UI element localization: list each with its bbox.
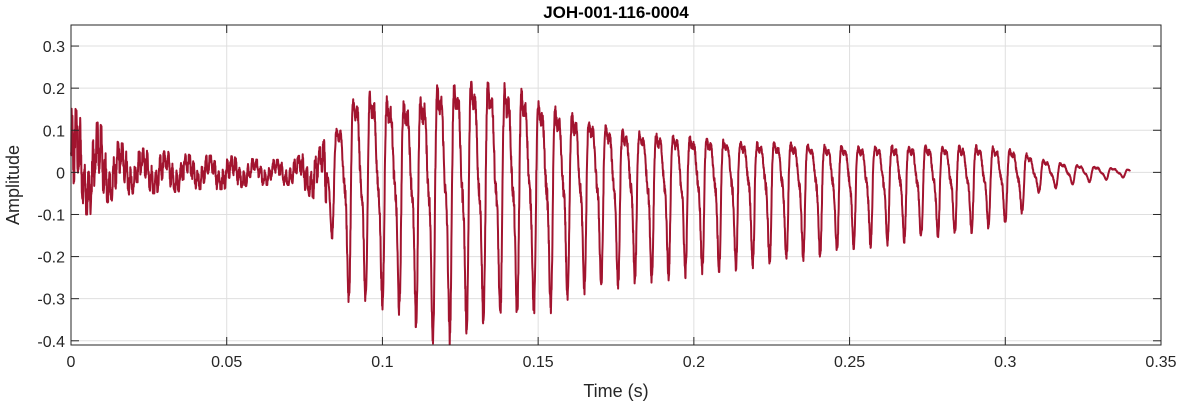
x-tick-label: 0.3 [994,354,1016,371]
x-tick-label: 0.25 [834,354,865,371]
x-tick-label: 0.2 [683,354,705,371]
x-axis-label: Time (s) [583,381,648,401]
y-tick-label: -0.4 [37,334,65,351]
y-axis-label: Amplitude [3,145,23,225]
x-tick-label: 0.1 [371,354,393,371]
y-tick-label: 0 [56,165,65,182]
plot-area [71,25,1161,345]
x-tick-labels: 0 0.05 0.1 0.15 0.2 0.25 0.3 0.35 [67,354,1177,371]
y-tick-label: -0.1 [37,207,65,224]
axes [70,24,1162,346]
chart-title: JOH-001-116-0004 [543,3,689,22]
signal-layer [70,80,1131,346]
x-tick-label: 0.15 [523,354,554,371]
axes-box [70,24,1162,346]
y-tick-label: 0.2 [43,81,65,98]
x-tick-label: 0.05 [211,354,242,371]
y-tick-label: -0.3 [37,292,65,309]
y-tick-labels: -0.4 -0.3 -0.2 -0.1 0 0.1 0.2 0.3 [37,39,65,351]
amplitude-series-line [70,80,1131,346]
x-tick-label: 0.35 [1145,354,1176,371]
y-tick-label: -0.2 [37,250,65,267]
y-tick-label: 0.1 [43,123,65,140]
y-tick-label: 0.3 [43,39,65,56]
x-tick-label: 0 [67,354,76,371]
